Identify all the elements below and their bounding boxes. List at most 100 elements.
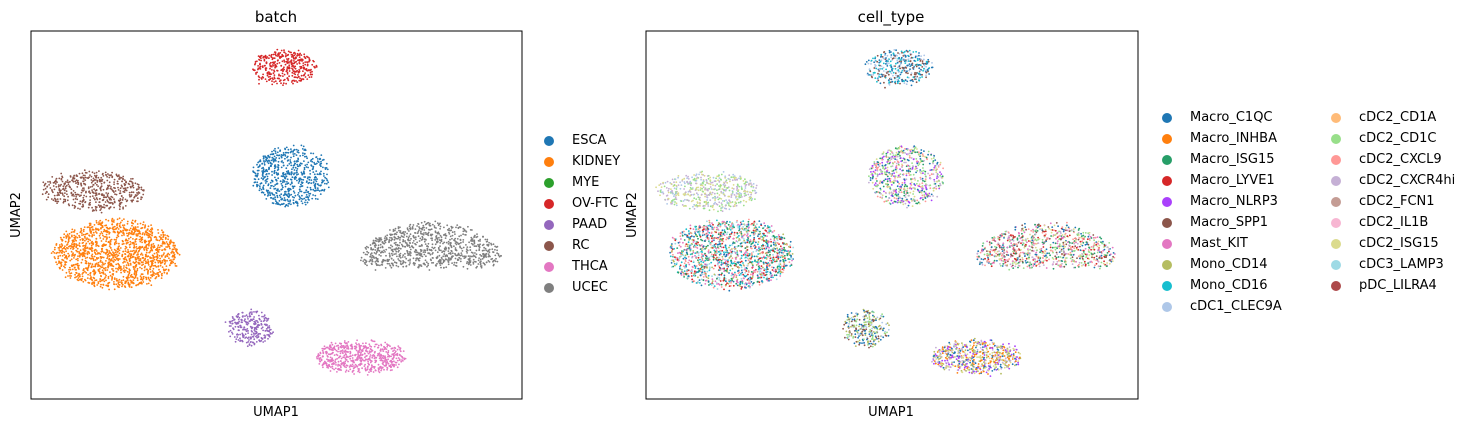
batch-point xyxy=(274,196,276,199)
batch-point xyxy=(176,251,179,254)
batch-point xyxy=(76,198,79,201)
batch-point xyxy=(126,199,129,202)
batch-plot-frame xyxy=(30,30,523,400)
cell-type-point xyxy=(910,72,913,74)
batch-point xyxy=(79,239,82,241)
batch-point xyxy=(460,258,462,260)
batch-point xyxy=(299,177,302,180)
batch-point xyxy=(297,193,299,196)
batch-point xyxy=(262,157,265,160)
batch-point xyxy=(267,337,269,340)
batch-point xyxy=(71,228,74,231)
batch-point xyxy=(378,357,381,360)
batch-point xyxy=(383,364,386,367)
batch-point xyxy=(82,245,84,247)
batch-point xyxy=(106,186,109,189)
batch-point xyxy=(304,203,307,206)
batch-point xyxy=(146,233,148,236)
batch-point xyxy=(115,240,117,243)
batch-point xyxy=(334,342,337,345)
batch-point xyxy=(320,160,322,163)
batch-point xyxy=(353,366,356,369)
batch-point xyxy=(143,269,146,272)
batch-point xyxy=(391,245,394,248)
cell-type-point xyxy=(900,62,902,64)
batch-point xyxy=(171,260,174,263)
batch-point xyxy=(374,239,377,242)
batch-point xyxy=(73,174,76,177)
batch-point xyxy=(106,199,109,202)
batch-point xyxy=(123,227,125,230)
batch-point xyxy=(107,227,109,230)
batch-point xyxy=(399,254,401,257)
batch-point xyxy=(405,257,408,260)
batch-point xyxy=(55,261,57,264)
batch-point xyxy=(91,195,94,198)
batch-point xyxy=(496,249,498,252)
batch-point xyxy=(371,260,374,263)
batch-point xyxy=(315,170,318,173)
batch-point xyxy=(274,176,276,179)
batch-point xyxy=(94,252,97,255)
batch-point xyxy=(284,147,286,150)
batch-point xyxy=(395,364,397,366)
batch-point xyxy=(157,229,159,231)
batch-point xyxy=(112,260,115,263)
batch-point xyxy=(93,249,96,252)
batch-point xyxy=(260,323,263,326)
batch-point xyxy=(143,259,146,262)
batch-point xyxy=(278,190,281,193)
batch-point xyxy=(366,366,369,368)
batch-point xyxy=(456,258,459,261)
batch-point xyxy=(414,232,416,234)
batch-point xyxy=(116,236,118,239)
batch-point xyxy=(70,258,73,261)
batch-point xyxy=(145,278,148,281)
batch-point xyxy=(101,225,104,228)
batch-point xyxy=(477,243,479,246)
batch-point xyxy=(262,168,265,171)
batch-point xyxy=(253,311,255,313)
batch-point xyxy=(91,228,94,231)
batch-point xyxy=(420,255,422,257)
batch-point xyxy=(99,272,101,275)
batch-point xyxy=(344,360,347,363)
batch-point xyxy=(121,180,123,183)
batch-point xyxy=(106,195,109,198)
batch-point xyxy=(270,73,273,75)
batch-point xyxy=(486,238,489,241)
batch-point xyxy=(63,236,65,239)
batch-point xyxy=(238,316,241,319)
batch-point xyxy=(289,200,291,203)
batch-point xyxy=(389,265,392,267)
batch-point xyxy=(90,277,92,280)
batch-point xyxy=(312,171,315,174)
batch-point xyxy=(140,261,143,264)
batch-point xyxy=(421,238,424,241)
batch-point xyxy=(388,258,390,261)
batch-point xyxy=(44,182,47,185)
batch-point xyxy=(429,224,432,227)
batch-point xyxy=(82,196,85,199)
batch-point xyxy=(279,79,282,82)
batch-point xyxy=(119,269,122,272)
batch-point xyxy=(82,203,84,206)
batch-point xyxy=(268,172,270,175)
batch-point xyxy=(113,183,115,186)
batch-point xyxy=(381,245,384,248)
batch-point xyxy=(111,220,114,223)
batch-point xyxy=(115,249,117,252)
batch-point xyxy=(282,194,285,197)
batch-point xyxy=(276,194,279,197)
batch-point xyxy=(106,230,108,233)
batch-point xyxy=(305,189,308,192)
batch-point xyxy=(105,204,108,207)
batch-point xyxy=(103,277,106,280)
batch-point xyxy=(269,65,272,68)
batch-point xyxy=(403,261,405,263)
batch-point xyxy=(148,278,151,281)
batch-point xyxy=(260,57,262,60)
batch-point xyxy=(106,236,108,239)
batch-point xyxy=(307,161,310,164)
batch-point xyxy=(124,198,127,201)
